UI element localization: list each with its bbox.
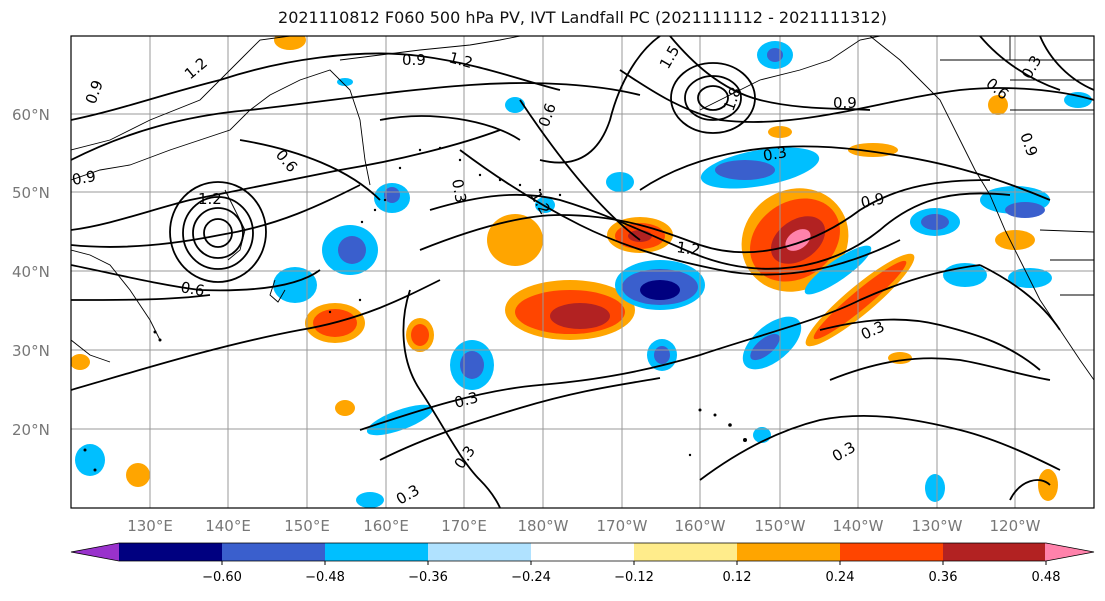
lon-label: 130°E bbox=[127, 517, 173, 535]
contour-label: 0.3 bbox=[762, 143, 789, 165]
map-title: 2021110812 F060 500 hPa PV, IVT Landfall… bbox=[278, 8, 887, 27]
contour-label: 0.9 bbox=[71, 167, 98, 189]
lon-label: 170°W bbox=[597, 517, 648, 535]
colorbar-swatch bbox=[943, 543, 1047, 561]
colorbar-tick-label: 0.12 bbox=[723, 570, 752, 585]
colorbar-arrow-low bbox=[71, 543, 120, 561]
contour-label: 0.9 bbox=[859, 189, 886, 212]
lon-label: 140°W bbox=[833, 517, 884, 535]
contour-label: 1.2 bbox=[675, 238, 701, 259]
colorbar-arrow-high bbox=[1045, 543, 1094, 561]
lon-labels: 130°E 140°E 150°E 160°E 170°E 180°W 170°… bbox=[127, 517, 1040, 535]
colorbar: −0.60 −0.48 −0.36 −0.24 −0.12 0.12 0.24 0.36 0.4… bbox=[70, 542, 1095, 585]
lon-label: 150°W bbox=[755, 517, 806, 535]
contour-label: 0.9 bbox=[402, 51, 426, 69]
contour-label: 0.9 bbox=[833, 94, 857, 112]
colorbar-swatch bbox=[840, 543, 944, 561]
lon-label: 170°E bbox=[441, 517, 487, 535]
lon-label: 150°E bbox=[284, 517, 330, 535]
colorbar-tick-label: 0.24 bbox=[826, 570, 855, 585]
colorbar-tick-label: −0.36 bbox=[408, 570, 448, 585]
colorbar-swatch bbox=[119, 543, 223, 561]
lat-label: 40°N bbox=[12, 263, 50, 281]
lon-label: 160°W bbox=[675, 517, 726, 535]
colorbar-tick-label: −0.60 bbox=[202, 570, 242, 585]
colorbar-tick-label: 0.36 bbox=[929, 570, 958, 585]
lon-label: 130°W bbox=[912, 517, 963, 535]
colorbar-swatch bbox=[325, 543, 429, 561]
contour-label: 1.2 bbox=[447, 48, 475, 72]
colorbar-tick-label: 0.48 bbox=[1032, 570, 1061, 585]
lon-label: 180°W bbox=[518, 517, 569, 535]
colorbar-tick-label: −0.12 bbox=[614, 570, 654, 585]
colorbar-swatch bbox=[428, 543, 532, 561]
contour-label: 0.6 bbox=[179, 278, 206, 300]
colorbar-tick-label: −0.24 bbox=[511, 570, 551, 585]
contour-label: 0.3 bbox=[448, 178, 470, 205]
contour-label: 0.3 bbox=[452, 388, 480, 412]
lon-label: 160°E bbox=[363, 517, 409, 535]
lat-labels: 60°N 50°N 40°N 30°N 20°N bbox=[12, 106, 50, 439]
lat-label: 20°N bbox=[12, 421, 50, 439]
lon-label: 120°W bbox=[990, 517, 1041, 535]
colorbar-outline bbox=[70, 542, 1095, 562]
lon-label: 140°E bbox=[205, 517, 251, 535]
colorbar-swatch bbox=[531, 543, 635, 561]
colorbar-swatch bbox=[737, 543, 841, 561]
contours bbox=[71, 36, 1094, 508]
lat-label: 50°N bbox=[12, 184, 50, 202]
contour-label: 1.2 bbox=[198, 190, 222, 208]
colorbar-swatch bbox=[634, 543, 738, 561]
colorbar-tick-label: −0.48 bbox=[305, 570, 345, 585]
lat-label: 60°N bbox=[12, 106, 50, 124]
colorbar-swatch bbox=[222, 543, 326, 561]
map-border bbox=[70, 35, 1095, 509]
island-chains bbox=[83, 146, 747, 472]
lat-label: 30°N bbox=[12, 342, 50, 360]
graticule bbox=[71, 36, 1094, 508]
